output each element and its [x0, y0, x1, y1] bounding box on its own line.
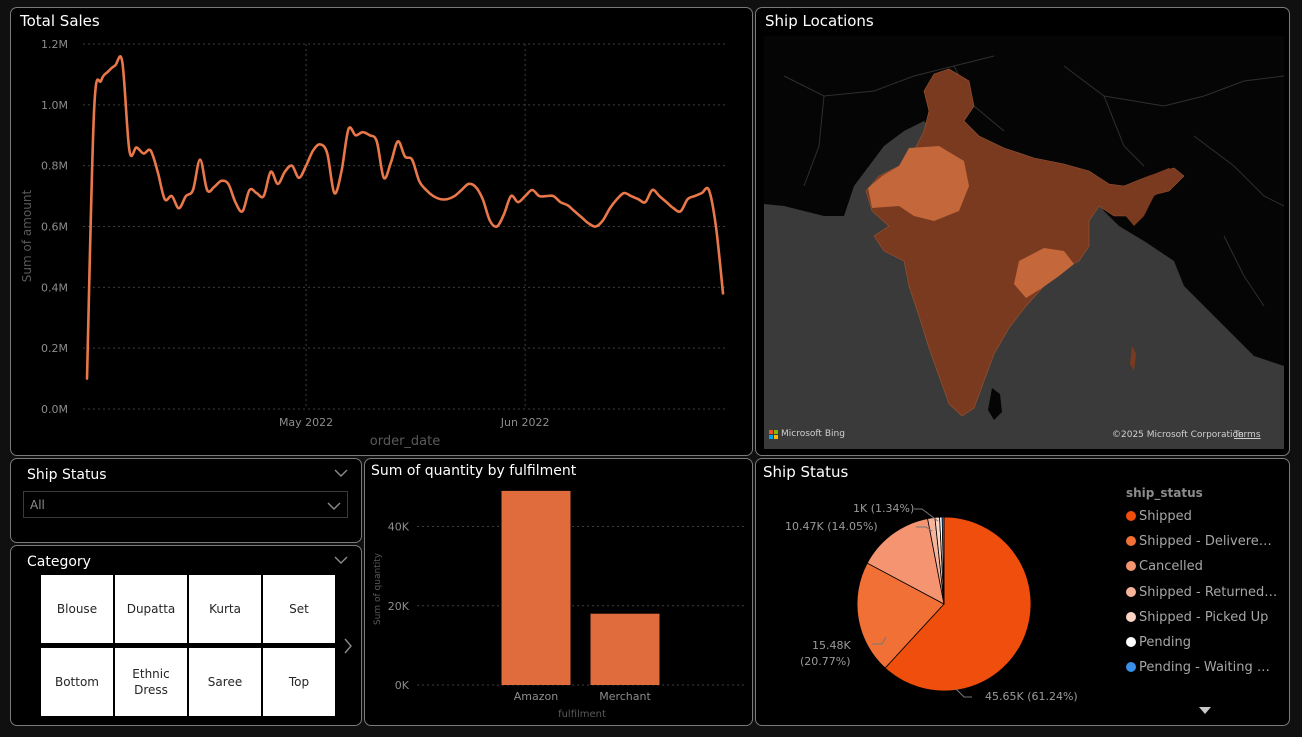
legend-item[interactable]: Shipped - Delivere… — [1126, 534, 1286, 549]
legend-label: Shipped — [1139, 509, 1192, 524]
y-tick-label: 0K — [395, 679, 410, 692]
legend-dot-icon — [1126, 662, 1136, 673]
legend-dot-icon — [1126, 536, 1136, 547]
microsoft-logo-icon — [769, 429, 778, 439]
legend-item[interactable]: Cancelled — [1126, 559, 1286, 574]
y-axis-title: Sum of quantity — [373, 552, 383, 625]
category-tile-set[interactable]: Set — [263, 575, 335, 643]
category-filter-panel: Category Blouse Dupatta Kurta Set Bottom… — [10, 545, 362, 726]
legend-label: Pending — [1139, 635, 1191, 650]
legend-item[interactable]: Shipped — [1126, 509, 1286, 524]
pie-label-small: 1K (1.34%) — [853, 502, 915, 515]
y-tick-label: 0.4M — [41, 281, 68, 294]
bar-amazon[interactable] — [501, 490, 571, 685]
pie-label-delivered-pct: (20.77%) — [800, 655, 851, 668]
pie-label-cancelled: 10.47K (14.05%) — [785, 520, 878, 533]
legend-item[interactable]: Pending — [1126, 635, 1286, 650]
y-tick-label: 0.8M — [41, 160, 68, 173]
ship-locations-panel: Ship Locations Microsoft Bing ©2025 Micr… — [755, 7, 1290, 456]
andaman-islands — [1130, 346, 1136, 371]
bing-logo: Microsoft Bing — [769, 429, 845, 439]
ship-status-dropdown[interactable]: All — [23, 491, 348, 518]
y-tick-label: 0.0M — [41, 403, 68, 416]
next-page-chevron-icon[interactable] — [343, 638, 353, 654]
category-tile-bottom[interactable]: Bottom — [41, 648, 113, 716]
sales-series-line[interactable] — [85, 55, 725, 380]
legend-dot-icon — [1126, 586, 1136, 597]
category-tile-blouse[interactable]: Blouse — [41, 575, 113, 643]
map-terms-link[interactable]: Terms — [1234, 430, 1261, 440]
pie-slice-shipped[interactable] — [884, 516, 1032, 692]
ship-status-filter-title: Ship Status — [27, 467, 107, 483]
fulfilment-bar-chart[interactable]: 0K 20K 40K Amazon Merchant fulfilment Sum o… — [365, 459, 753, 726]
pie-label-shipped: 45.65K (61.24%) — [985, 690, 1078, 703]
legend-label: Shipped - Returned… — [1139, 584, 1278, 600]
ship-status-selected: All — [30, 498, 45, 512]
bar-merchant[interactable] — [590, 613, 660, 685]
category-tile-top[interactable]: Top — [263, 648, 335, 716]
legend-dot-icon — [1126, 637, 1136, 647]
fulfilment-chart-title: Sum of quantity by fulfilment — [371, 463, 577, 479]
x-tick-label: May 2022 — [279, 416, 333, 429]
legend-scroll-down-icon[interactable] — [1199, 707, 1211, 715]
leader-line-small — [914, 508, 939, 522]
category-tile-ethnic-dress[interactable]: Ethnic Dress — [115, 648, 187, 716]
legend-label: Pending - Waiting … — [1139, 660, 1270, 676]
sri-lanka — [988, 388, 1002, 420]
category-filter-title: Category — [27, 554, 91, 570]
pie-label-delivered-value: 15.48K — [812, 639, 851, 652]
ship-status-pie-title: Ship Status — [763, 463, 849, 481]
pie-slice-pending-waiting-for-pick-up[interactable] — [941, 516, 945, 605]
collapse-chevron-icon[interactable] — [334, 468, 348, 478]
ship-status-pie-panel: Ship Status 1K (1.34%) 10.47K (14.05%) 1… — [755, 458, 1290, 726]
y-axis-title: Sum of amount — [20, 190, 34, 283]
ship-locations-title: Ship Locations — [765, 12, 874, 30]
map-surrounding-land — [764, 36, 1284, 366]
ship-locations-map[interactable] — [764, 36, 1284, 449]
x-tick-label: Jun 2022 — [500, 416, 550, 429]
x-tick-label: Merchant — [599, 690, 651, 703]
y-tick-label: 0.6M — [41, 221, 68, 234]
map-copyright: ©2025 Microsoft Corporation — [1112, 430, 1244, 440]
leader-line-shipped — [955, 688, 972, 698]
legend-item[interactable]: Shipped - Picked Up — [1126, 610, 1286, 625]
total-sales-chart[interactable]: 0.0M 0.2M 0.4M 0.6M 0.8M 1.0M 1.2M May 2022 Jun… — [11, 8, 753, 456]
legend-item[interactable]: Shipped - Returned… — [1126, 585, 1286, 600]
legend-dot-icon — [1126, 561, 1136, 572]
collapse-chevron-icon[interactable] — [334, 555, 348, 565]
ship-status-filter-panel: Ship Status All — [10, 458, 362, 543]
odisha-region[interactable] — [1014, 248, 1074, 298]
legend-title: ship_status — [1126, 486, 1203, 500]
total-sales-title: Total Sales — [20, 12, 100, 30]
fulfilment-chart-panel: Sum of quantity by fulfilment 0K 20K 40K A… — [364, 458, 753, 726]
legend-dot-icon — [1126, 611, 1136, 622]
legend-item[interactable]: Pending - Waiting … — [1126, 660, 1286, 675]
y-tick-label: 1.0M — [41, 99, 68, 112]
chevron-down-icon — [327, 502, 341, 510]
category-tile-dupatta[interactable]: Dupatta — [115, 575, 187, 643]
x-axis-title: order_date — [370, 434, 440, 449]
northeast-region[interactable] — [1116, 168, 1182, 226]
legend-label: Shipped - Delivere… — [1139, 534, 1272, 550]
ship-status-pie-chart[interactable] — [756, 459, 1096, 726]
y-tick-label: 20K — [388, 600, 410, 613]
leader-line-cancelled — [916, 526, 933, 532]
pie-slice-cancelled[interactable] — [866, 518, 945, 605]
y-tick-label: 40K — [388, 521, 410, 534]
x-tick-label: Amazon — [514, 690, 558, 703]
pie-slice-shipped-delivered-to-buyer[interactable] — [856, 562, 945, 669]
rajasthan-region[interactable] — [868, 146, 969, 221]
y-tick-label: 1.2M — [41, 38, 68, 51]
leader-line-delivered — [872, 636, 887, 645]
x-axis-title: fulfilment — [558, 709, 606, 720]
legend-dot-icon — [1126, 511, 1136, 521]
total-sales-panel: Total Sales 0.0M 0.2M 0.4M 0.6M 0.8M 1.0M 1.2M… — [10, 7, 753, 456]
legend-label: Cancelled — [1139, 559, 1203, 575]
category-tile-saree[interactable]: Saree — [189, 648, 261, 716]
y-tick-label: 0.2M — [41, 342, 68, 355]
category-tile-kurta[interactable]: Kurta — [189, 575, 261, 643]
legend-label: Shipped - Picked Up — [1139, 609, 1269, 625]
